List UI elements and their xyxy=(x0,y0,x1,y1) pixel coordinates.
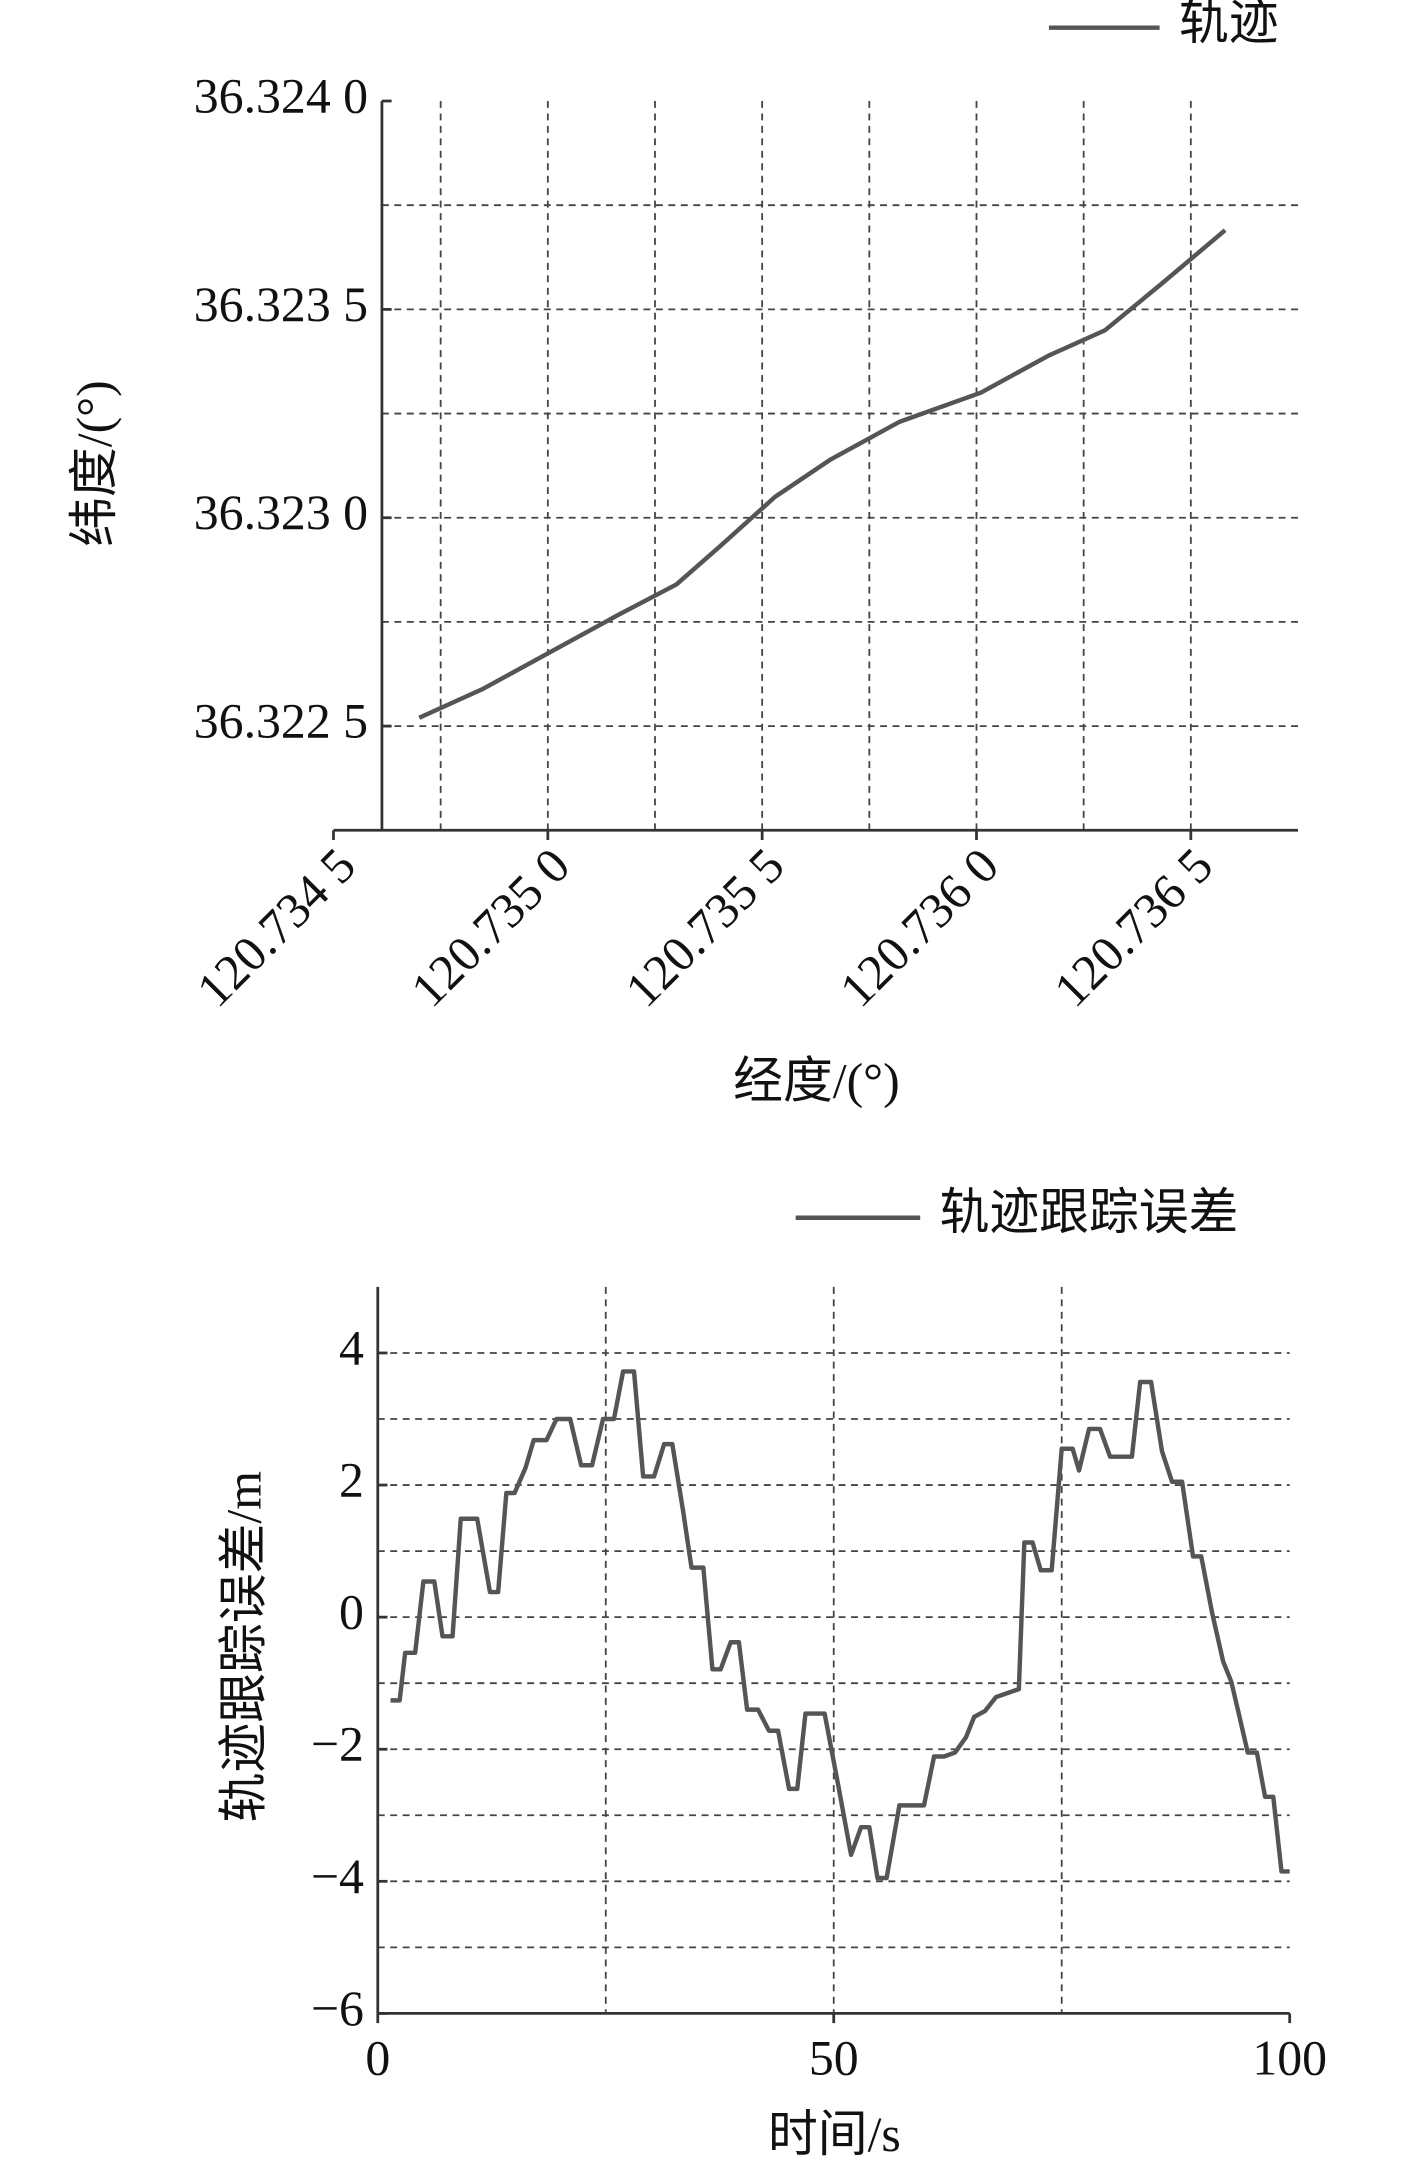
y-tick-label: −6 xyxy=(311,1981,364,2036)
y-tick-label: 36.323 0 xyxy=(194,485,368,540)
y-tick-label: −2 xyxy=(311,1717,364,1772)
y-tick-label: 36.324 0 xyxy=(194,68,368,123)
x-tick-label: 120.734 5 xyxy=(186,838,366,1018)
legend-label: 轨迹 xyxy=(1179,0,1279,50)
x-axis-label: 时间/s xyxy=(768,2107,901,2162)
y-tick-label: 0 xyxy=(339,1585,364,1640)
x-tick-label: 120.735 0 xyxy=(401,838,581,1018)
x-axis-label: 经度/(°) xyxy=(733,1054,900,1109)
x-tick-label: 0 xyxy=(365,2031,390,2086)
x-tick-label: 120.736 0 xyxy=(829,838,1009,1018)
y-axis-label: 轨迹跟踪误差/m xyxy=(217,1471,272,1822)
data-line xyxy=(418,228,1227,720)
x-tick-label: 120.736 5 xyxy=(1044,838,1224,1018)
y-tick-label: 36.322 5 xyxy=(194,694,368,749)
y-axis-label: 纬度/(°) xyxy=(67,380,122,547)
x-tick-label: 50 xyxy=(809,2031,859,2086)
y-tick-label: 2 xyxy=(339,1452,364,1507)
y-tick-label: −4 xyxy=(311,1849,364,1904)
y-tick-label: 36.323 5 xyxy=(194,277,368,332)
x-tick-label: 120.735 5 xyxy=(615,838,795,1018)
data-line xyxy=(390,1369,1290,1881)
x-tick-label: 100 xyxy=(1252,2031,1327,2086)
legend-label: 轨迹跟踪误差 xyxy=(940,1185,1239,1240)
y-tick-label: 4 xyxy=(339,1320,364,1375)
